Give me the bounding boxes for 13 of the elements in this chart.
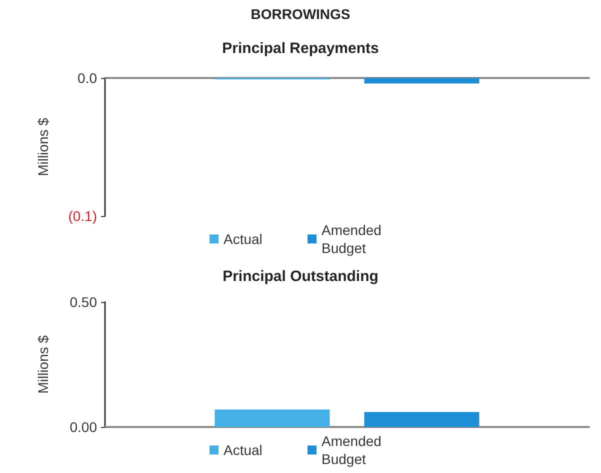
y-axis-title: Millions $	[35, 118, 51, 176]
y-tick-label: 0.00	[70, 419, 98, 435]
legend-label: Actual	[224, 442, 262, 458]
legend-label: Amended Budget	[322, 222, 386, 256]
y-tick-label: 0.50	[70, 294, 98, 310]
y-tick-label: (0.1)	[68, 208, 97, 224]
chart-title: BORROWINGS	[250, 6, 350, 22]
legend-label: Amended Budget	[322, 433, 386, 467]
chart-subtitle: Principal Repayments	[222, 40, 379, 57]
y-tick-label: 0.0	[78, 70, 98, 86]
y-axis-title: Millions $	[35, 335, 51, 394]
legend-label: Actual	[224, 231, 262, 247]
chart-title: Principal Outstanding	[222, 268, 378, 285]
